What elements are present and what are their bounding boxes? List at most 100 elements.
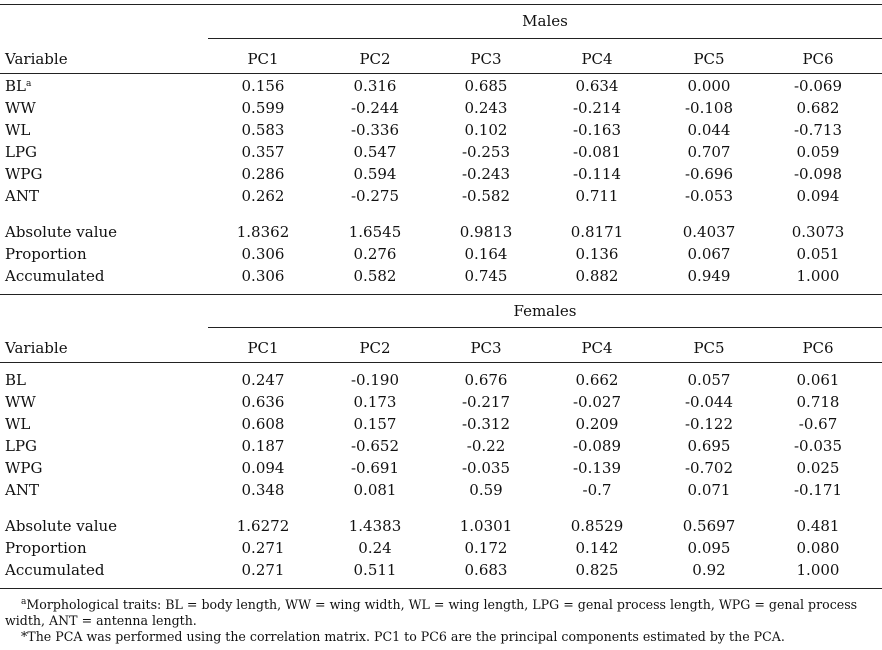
table-cell: 0.157 [353, 415, 397, 433]
table-cell: -0.053 [684, 187, 733, 205]
table-cell: 0.4037 [682, 223, 736, 241]
table-cell: -0.67 [798, 415, 838, 433]
table-cell: -0.217 [461, 393, 510, 411]
table-cell: 0.583 [241, 121, 285, 139]
table-cell: 0.271 [241, 561, 285, 579]
table-cell: 0.9813 [459, 223, 513, 241]
table-cell: 0.8529 [570, 517, 624, 535]
table-cell: 1.4383 [348, 517, 402, 535]
column-header-pc3: PC3 [470, 50, 502, 68]
table-cell: 0.599 [241, 99, 285, 117]
column-header-pc5: PC5 [693, 339, 725, 357]
table-cell: 0.025 [796, 459, 840, 477]
table-cell: 0.080 [796, 539, 840, 557]
table-cell: 0.187 [241, 437, 285, 455]
table-cell: 0.173 [353, 393, 397, 411]
row-label-text: WW [5, 393, 36, 411]
column-header-pc2: PC2 [359, 50, 391, 68]
table-cell: 0.608 [241, 415, 285, 433]
table-cell: 0.061 [796, 371, 840, 389]
table-cell: 1.0301 [459, 517, 513, 535]
table-cell: -0.713 [793, 121, 842, 139]
row-label-lpg: LPG [5, 437, 37, 455]
table-cell: 0.949 [687, 267, 731, 285]
group-underline [208, 38, 882, 39]
header-rule [0, 362, 882, 363]
table-cell: -0.582 [461, 187, 510, 205]
column-header-pc4: PC4 [581, 339, 613, 357]
row-label-text: WPG [5, 165, 43, 183]
table-cell: -0.098 [793, 165, 842, 183]
table-cell: 0.357 [241, 143, 285, 161]
group-title-males: Males [522, 12, 568, 30]
table-cell: -0.114 [572, 165, 621, 183]
table-cell: 0.711 [575, 187, 619, 205]
table-cell: 0.071 [687, 481, 731, 499]
table-cell: 1.6272 [236, 517, 290, 535]
table-cell: -0.312 [461, 415, 510, 433]
table-cell: 0.3073 [791, 223, 845, 241]
table-cell: 0.306 [241, 245, 285, 263]
table-cell: 0.695 [687, 437, 731, 455]
footnote-abbreviations: aMorphological traits: BL = body length,… [5, 597, 880, 629]
row-label-bl: BL [5, 371, 26, 389]
table-cell: 0.582 [353, 267, 397, 285]
summary-label-absolute-value: Absolute value [5, 223, 118, 241]
table-cell: 0.825 [575, 561, 619, 579]
table-cell: 0.634 [575, 77, 619, 95]
footnote-text: Morphological traits: BL = body length, … [5, 597, 858, 628]
table-cell: 0.172 [464, 539, 508, 557]
summary-label-accumulated: Accumulated [5, 561, 105, 579]
table-cell: -0.275 [350, 187, 399, 205]
table-cell: 1.8362 [236, 223, 290, 241]
row-label-text: BL [5, 77, 26, 95]
table-cell: -0.171 [793, 481, 842, 499]
footnote-marker: a [25, 79, 32, 89]
table-cell: 0.067 [687, 245, 731, 263]
table-cell: 0.136 [575, 245, 619, 263]
row-label-text: WW [5, 99, 36, 117]
table-cell: 0.094 [241, 459, 285, 477]
column-header-pc1: PC1 [247, 339, 279, 357]
row-label-text: ANT [5, 187, 39, 205]
row-label-ww: WW [5, 99, 36, 117]
column-header-pc6: PC6 [802, 50, 834, 68]
footnote-pca-method: *The PCA was performed using the correla… [5, 629, 880, 645]
summary-label-absolute-value: Absolute value [5, 517, 118, 535]
column-header-pc5: PC5 [693, 50, 725, 68]
table-cell: -0.22 [466, 437, 506, 455]
table-cell: 0.882 [575, 267, 619, 285]
row-label-text: BL [5, 371, 26, 389]
table-cell: -0.214 [572, 99, 621, 117]
table-cell: 0.262 [241, 187, 285, 205]
table-cell: -0.035 [461, 459, 510, 477]
table-cell: -0.035 [793, 437, 842, 455]
row-label-wpg: WPG [5, 165, 43, 183]
table-cell: -0.139 [572, 459, 621, 477]
row-label-wl: WL [5, 121, 30, 139]
table-cell: 0.164 [464, 245, 508, 263]
table-cell: 0.081 [353, 481, 397, 499]
table-cell: -0.7 [582, 481, 612, 499]
table-cell: 0.095 [687, 539, 731, 557]
table-cell: 0.707 [687, 143, 731, 161]
table-cell: 0.271 [241, 539, 285, 557]
row-label-text: WPG [5, 459, 43, 477]
table-cell: 0.676 [464, 371, 508, 389]
table-cell: 0.276 [353, 245, 397, 263]
summary-label-accumulated: Accumulated [5, 267, 105, 285]
row-label-ww: WW [5, 393, 36, 411]
table-top-rule [0, 4, 882, 5]
table-cell: -0.336 [350, 121, 399, 139]
summary-label-proportion: Proportion [5, 245, 87, 263]
column-header-pc4: PC4 [581, 50, 613, 68]
table-cell: 0.683 [464, 561, 508, 579]
row-label-text: WL [5, 415, 31, 433]
table-cell: -0.652 [350, 437, 399, 455]
table-cell: -0.027 [572, 393, 621, 411]
summary-label-proportion: Proportion [5, 539, 87, 557]
footnote-text: *The PCA was performed using the correla… [21, 629, 785, 644]
table-cell: 0.156 [241, 77, 285, 95]
table-cell: 0.247 [241, 371, 285, 389]
table-cell: 0.286 [241, 165, 285, 183]
